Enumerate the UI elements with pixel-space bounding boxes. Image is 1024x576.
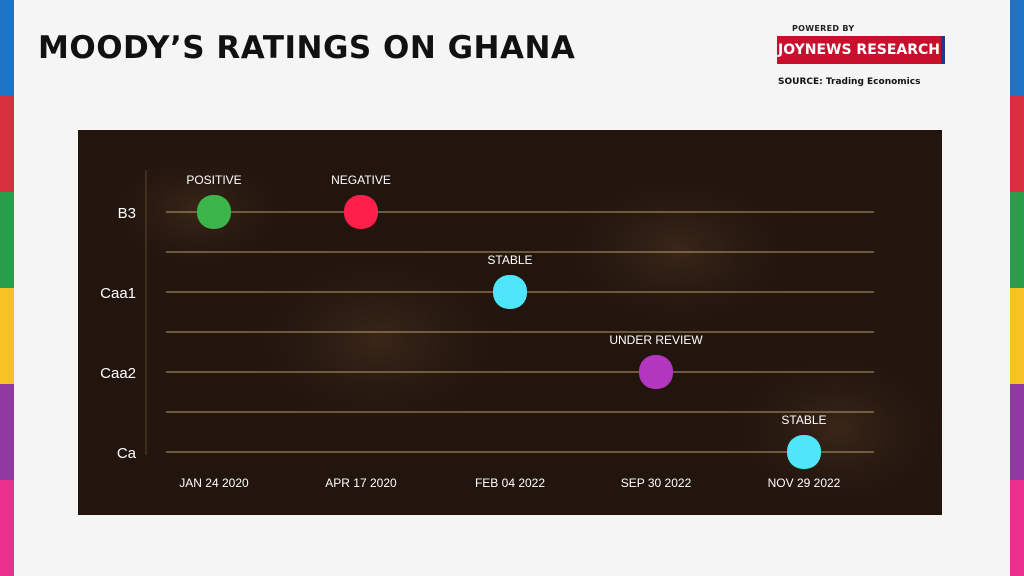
stripe-red: [1010, 96, 1024, 192]
stripe-red: [0, 96, 14, 192]
y-tick-label: Caa1: [100, 285, 136, 302]
outlook-label: STABLE: [781, 413, 826, 427]
rating-chart: B3 Caa1 Caa2 Ca JAN 24 2020 APR 17 2020 FEB 0…: [100, 150, 942, 510]
stripe-purple: [0, 384, 14, 480]
outlook-label: POSITIVE: [186, 173, 241, 187]
chart-panel: B3 Caa1 Caa2 Ca JAN 24 2020 APR 17 2020 FEB 0…: [78, 130, 942, 515]
data-point-1: [197, 195, 231, 229]
page-title: MOODY’S RATINGS ON GHANA: [38, 30, 576, 66]
powered-by-label: POWERED BY: [792, 24, 855, 33]
stripe-blue: [1010, 0, 1024, 96]
stripe-yellow: [0, 288, 14, 384]
outlook-label: UNDER REVIEW: [609, 333, 703, 347]
data-point-4: [639, 355, 673, 389]
x-tick-label: APR 17 2020: [325, 476, 397, 490]
x-tick-label: FEB 04 2022: [475, 476, 545, 490]
data-point-5: [787, 435, 821, 469]
stripe-yellow: [1010, 288, 1024, 384]
stripe-pink: [1010, 480, 1024, 576]
right-color-stripes: [1010, 0, 1024, 576]
x-tick-label: JAN 24 2020: [179, 476, 249, 490]
brand-logo: JOYNEWS RESEARCH: [777, 36, 945, 64]
x-tick-label: NOV 29 2022: [768, 476, 841, 490]
stripe-purple: [1010, 384, 1024, 480]
outlook-label: NEGATIVE: [331, 173, 391, 187]
stripe-green: [1010, 192, 1024, 288]
x-tick-label: SEP 30 2022: [621, 476, 692, 490]
data-point-3: [493, 275, 527, 309]
y-tick-label: Ca: [117, 445, 137, 462]
outlook-label: STABLE: [487, 253, 532, 267]
left-color-stripes: [0, 0, 14, 576]
stripe-blue: [0, 0, 14, 96]
stripe-pink: [0, 480, 14, 576]
y-tick-label: Caa2: [100, 365, 136, 382]
y-tick-label: B3: [118, 205, 136, 222]
source-label: SOURCE: Trading Economics: [778, 77, 921, 87]
stripe-green: [0, 192, 14, 288]
data-point-2: [344, 195, 378, 229]
